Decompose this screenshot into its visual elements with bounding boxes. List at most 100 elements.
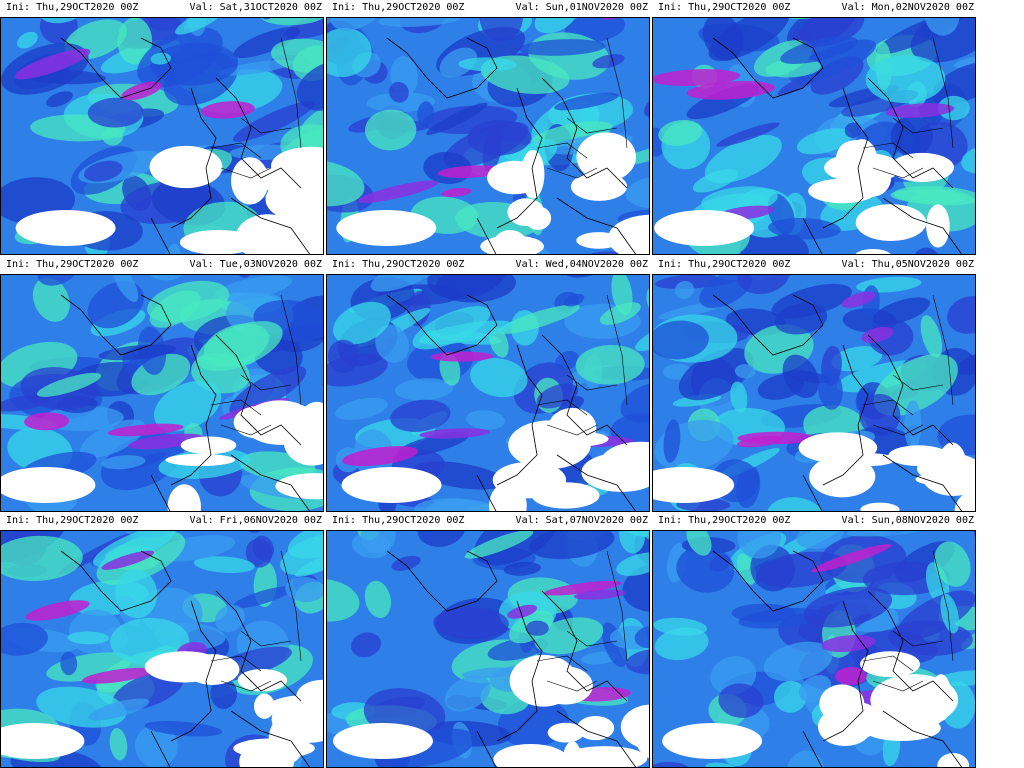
field-blob (67, 631, 110, 645)
field-blob (36, 372, 102, 397)
clear-area (493, 743, 568, 767)
field-blob (518, 39, 606, 56)
field-blob (423, 498, 496, 511)
clear-area (954, 489, 975, 511)
field-blob (467, 119, 531, 156)
field-blob (716, 122, 780, 147)
field-blob (739, 228, 809, 254)
clear-area (165, 453, 235, 467)
field-blob (115, 568, 158, 619)
field-blob (859, 393, 901, 437)
clear-area (271, 695, 323, 743)
field-blob (330, 18, 388, 31)
field-blob (718, 683, 764, 718)
field-blob (872, 297, 931, 326)
field-blob (232, 586, 293, 609)
field-blob (193, 556, 255, 574)
field-blob (390, 399, 451, 432)
border-lines (536, 550, 628, 692)
clear-area (15, 210, 116, 246)
field-blob (796, 128, 852, 155)
init-time: Ini: Thu,29OCT2020 00Z (658, 259, 791, 270)
field-blob (37, 275, 78, 286)
clear-area (275, 473, 323, 500)
field-blob (935, 670, 975, 687)
intense-band (342, 446, 419, 467)
intense-band (686, 80, 775, 100)
clear-area (547, 722, 584, 743)
field-blob (620, 381, 649, 423)
clear-area (167, 484, 201, 511)
border-lines (210, 294, 302, 436)
clear-area (180, 436, 237, 455)
clear-area (507, 198, 545, 227)
field-blob (229, 366, 307, 416)
field-blob (426, 102, 488, 135)
clear-area (870, 674, 959, 726)
field-blob (890, 115, 933, 157)
border-lines (536, 294, 628, 436)
map-panel: Ini: Thu,29OCT2020 00Z Val: Sat,31OCT2020… (0, 0, 324, 255)
valid-time: Val: Thu,05NOV2020 00Z (841, 259, 974, 270)
map-panel: Ini: Thu,29OCT2020 00Z Val: Thu,05NOV2020… (652, 257, 976, 512)
field-blob (844, 122, 862, 138)
field-blob (625, 175, 649, 209)
border-lines (862, 37, 954, 179)
forecast-map (326, 530, 650, 768)
border-lines (210, 550, 302, 692)
border-lines (862, 550, 954, 692)
intense-band (885, 103, 955, 118)
field-blob (554, 92, 619, 111)
field-blob (112, 275, 139, 302)
field-blob (271, 38, 323, 74)
clear-area (332, 723, 433, 759)
clear-area (576, 715, 615, 741)
clear-area (233, 405, 284, 439)
intense-band (128, 433, 204, 450)
intense-band (358, 180, 439, 203)
map-canvas (653, 275, 975, 511)
field-blob (417, 101, 435, 128)
field-blob (865, 55, 946, 104)
field-blob (766, 497, 827, 511)
field-blob (653, 761, 689, 767)
coastline (712, 294, 963, 511)
field-blob (433, 607, 509, 640)
field-blob (534, 18, 577, 34)
field-blob (774, 680, 807, 713)
field-blob (17, 31, 38, 49)
field-blob (375, 324, 410, 363)
field-blob (327, 339, 359, 373)
init-time: Ini: Thu,29OCT2020 00Z (332, 259, 465, 270)
coastline (386, 294, 637, 511)
field-blob (60, 651, 78, 676)
clear-area (890, 152, 955, 182)
clear-area (860, 502, 900, 511)
field-blob (444, 675, 491, 712)
intense-band (573, 589, 626, 600)
field-blob (601, 622, 628, 668)
clear-area (508, 420, 591, 470)
field-blob (153, 380, 222, 432)
init-time: Ini: Thu,29OCT2020 00Z (332, 2, 465, 13)
field-blob (417, 531, 466, 547)
clear-area (538, 666, 593, 705)
field-blob (763, 641, 833, 682)
field-blob (364, 580, 392, 618)
valid-time: Val: Sat,07NOV2020 00Z (515, 515, 648, 526)
intense-band (861, 326, 894, 343)
map-panel: Ini: Thu,29OCT2020 00Z Val: Sat,07NOV2020… (326, 513, 650, 768)
field-blob (144, 720, 223, 737)
field-blob (335, 397, 388, 421)
field-blob (87, 97, 144, 128)
field-blob (947, 296, 975, 334)
field-blob (351, 632, 382, 658)
clear-area (653, 467, 735, 503)
field-blob (210, 677, 238, 710)
field-blob (333, 301, 391, 345)
intense-band (544, 580, 622, 596)
map-panel: Ini: Thu,29OCT2020 00Z Val: Sun,08NOV2020… (652, 513, 976, 768)
field-blob (619, 531, 646, 554)
intense-band (107, 423, 184, 437)
field-blob (704, 134, 782, 184)
